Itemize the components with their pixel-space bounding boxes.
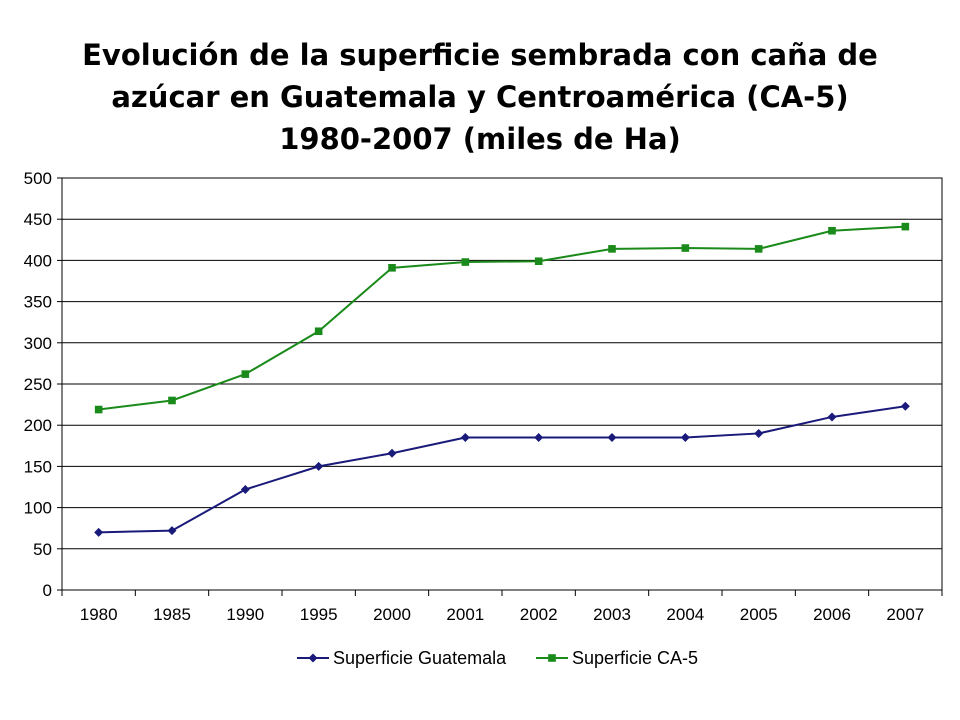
x-tick-label: 1980 [80,605,118,624]
y-tick-label: 50 [33,540,52,559]
y-tick-label: 500 [24,169,52,188]
series-line-0 [98,405,906,534]
data-point-1-0 [94,405,103,414]
data-point-0-7 [607,433,617,443]
x-tick-label: 2001 [446,605,484,624]
data-point-0-1 [167,526,177,536]
chart-title-line-3: 1980-2007 (miles de Ha) [279,122,681,156]
x-tick-label: 2004 [666,605,704,624]
x-tick-label: 2007 [886,605,924,624]
chart-title: Evolución de la superficie sembrada con … [0,34,960,160]
y-tick-label: 150 [24,457,52,476]
x-tick-label: 2005 [740,605,778,624]
data-point-1-10 [828,226,836,235]
data-point-0-10 [827,412,837,422]
y-tick-label: 300 [24,334,52,353]
x-tick-label: 2002 [520,605,558,624]
y-tick-label: 0 [43,581,52,600]
data-point-0-9 [754,428,764,438]
x-tick-label: 2003 [593,605,631,624]
data-point-1-5 [461,258,470,266]
data-point-0-0 [94,527,104,537]
y-tick-label: 100 [24,499,52,518]
y-tick-label: 450 [24,210,52,229]
data-point-0-5 [460,433,470,443]
data-point-1-8 [681,244,690,252]
y-tick-label: 350 [24,293,52,312]
chart-title-line-2: azúcar en Guatemala y Centroamérica (CA-… [111,80,849,114]
x-tick-label: 1985 [153,605,191,624]
y-tick-label: 400 [24,251,52,270]
data-point-0-3 [314,461,324,471]
data-point-1-3 [314,327,323,336]
data-point-0-6 [534,433,544,443]
data-point-0-4 [387,448,397,458]
legend-marker-0 [308,653,318,663]
data-point-1-7 [608,245,616,253]
data-point-1-2 [241,370,250,378]
y-tick-label: 250 [24,375,52,394]
legend-marker-1 [548,654,556,662]
x-tick-label: 1995 [300,605,338,624]
x-tick-label: 2000 [373,605,411,624]
data-point-1-6 [534,257,543,266]
legend-label-1: Superficie CA-5 [572,648,698,668]
y-tick-label: 200 [24,416,52,435]
data-point-0-2 [240,484,250,494]
data-point-0-11 [900,401,910,411]
series-line-1 [98,225,906,411]
data-point-0-8 [680,433,690,443]
data-point-1-1 [168,396,176,405]
legend-label-0: Superficie Guatemala [333,648,507,668]
data-point-1-11 [901,222,910,231]
x-tick-label: 2006 [813,605,851,624]
data-point-1-9 [754,245,763,253]
x-tick-label: 1990 [226,605,264,624]
chart-title-line-1: Evolución de la superficie sembrada con … [82,38,878,72]
data-point-1-4 [388,264,396,272]
